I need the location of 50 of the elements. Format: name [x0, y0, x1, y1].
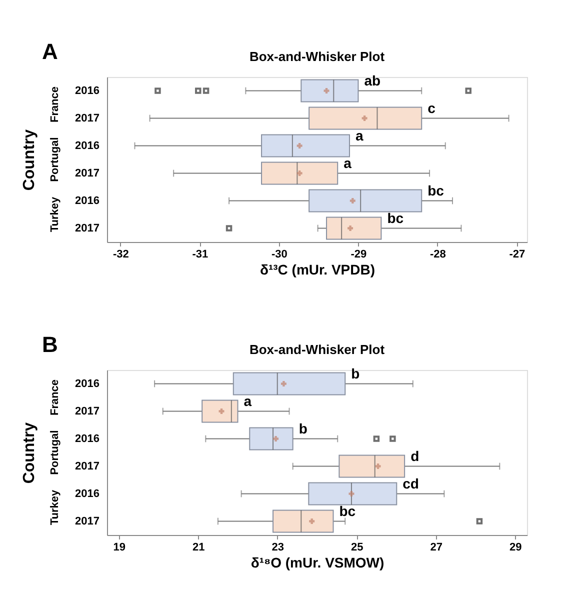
x-tick-label: 21 — [192, 542, 205, 554]
y-tick-label: 2016 — [75, 378, 100, 390]
y-tick-label: 2016 — [75, 488, 100, 500]
text: d — [410, 448, 420, 464]
text: bc — [339, 503, 356, 520]
text: a — [355, 128, 364, 144]
y-tick-label: 2017 — [75, 112, 100, 124]
text: b — [298, 420, 308, 437]
text: cd — [402, 476, 419, 492]
y-tick-label: 2017 — [75, 167, 100, 180]
text: bc — [387, 210, 404, 226]
x-tick-label: 25 — [351, 542, 364, 554]
y-tick-label: 2017 — [75, 515, 100, 528]
text: Turkey — [49, 196, 61, 232]
chart-subtitle: Box-and-Whisker Plot — [249, 342, 386, 357]
chart-subtitle: Box-and-Whisker Plot — [249, 49, 386, 64]
y-tick-label: 2016 — [75, 140, 100, 152]
text: France — [49, 86, 61, 123]
x-tick-label: -29 — [350, 248, 367, 260]
text: ab — [364, 72, 381, 89]
text: a — [244, 393, 252, 410]
text: a — [344, 155, 352, 172]
y-tick-label: 2017 — [75, 460, 100, 472]
y-tick-label: 2017 — [75, 222, 100, 234]
x-tick-label: -28 — [430, 248, 446, 260]
y-tick-label: 2016 — [75, 432, 100, 445]
x-axis-title: δ¹⁸O (mUr. VSMOW) — [250, 554, 384, 570]
x-tick-label: -27 — [509, 248, 526, 260]
y-axis-title: Country — [21, 422, 38, 484]
x-tick-label: 23 — [272, 542, 284, 554]
x-tick-label: -31 — [192, 248, 208, 260]
y-tick-label: 2016 — [75, 194, 100, 207]
x-tick-label: -30 — [272, 248, 288, 260]
text: Portugal — [49, 137, 61, 182]
y-axis-title: Country — [21, 129, 38, 191]
chart-title: A — [42, 39, 58, 64]
x-tick-label: 29 — [509, 542, 522, 554]
text: bc — [428, 182, 444, 199]
y-tick-label: 2017 — [75, 405, 100, 418]
x-tick-label: 19 — [113, 542, 126, 554]
x-tick-label: 27 — [430, 542, 442, 554]
text: c — [428, 100, 436, 116]
y-tick-label: 2016 — [75, 84, 100, 97]
chart-title: B — [42, 332, 58, 357]
text: Portugal — [49, 430, 61, 475]
text: Turkey — [49, 488, 61, 526]
text: b — [351, 366, 360, 382]
text: France — [49, 379, 61, 416]
x-axis-title: δ¹³C (mUr. VPDB) — [260, 262, 376, 278]
x-tick-label: -32 — [113, 248, 129, 260]
